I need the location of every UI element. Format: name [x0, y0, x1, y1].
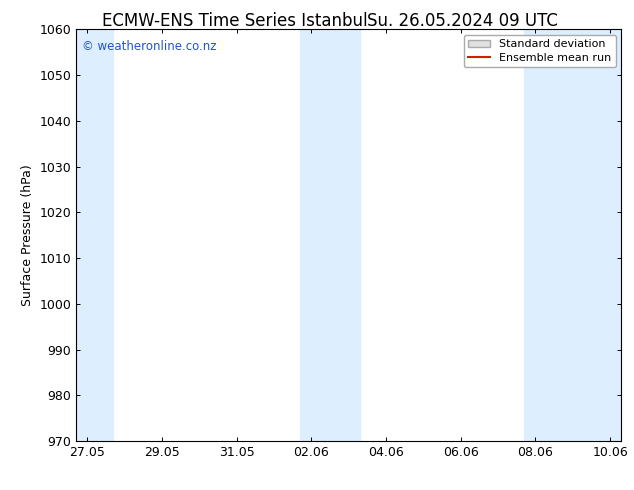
- Y-axis label: Surface Pressure (hPa): Surface Pressure (hPa): [21, 164, 34, 306]
- Text: ECMW-ENS Time Series Istanbul: ECMW-ENS Time Series Istanbul: [102, 12, 367, 30]
- Bar: [76, 29, 113, 441]
- Legend: Standard deviation, Ensemble mean run: Standard deviation, Ensemble mean run: [463, 35, 616, 67]
- Bar: [300, 29, 360, 441]
- Text: Su. 26.05.2024 09 UTC: Su. 26.05.2024 09 UTC: [367, 12, 559, 30]
- Text: © weatheronline.co.nz: © weatheronline.co.nz: [82, 40, 216, 53]
- Bar: [524, 29, 621, 441]
